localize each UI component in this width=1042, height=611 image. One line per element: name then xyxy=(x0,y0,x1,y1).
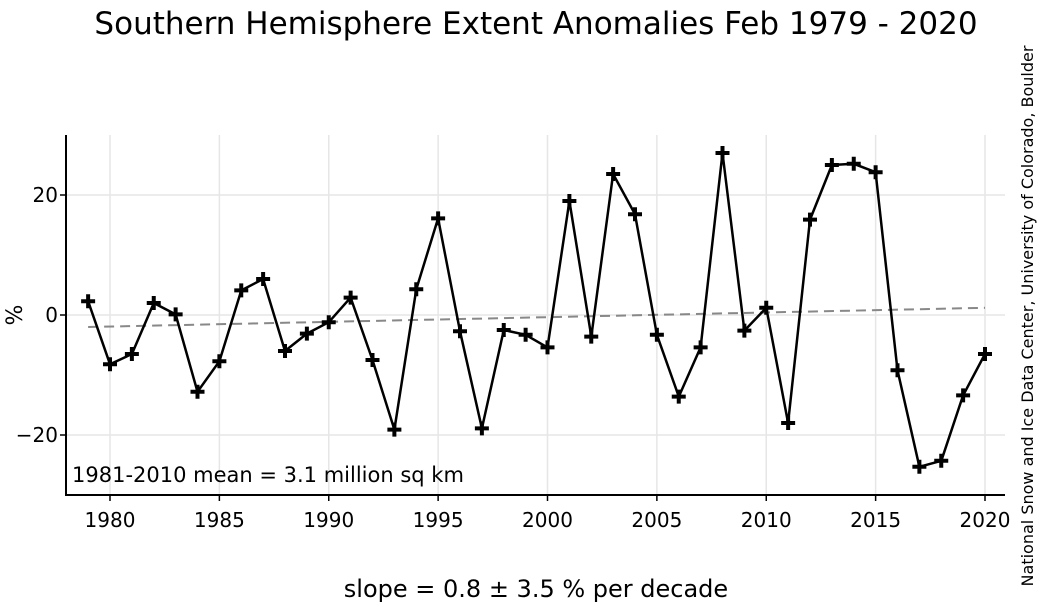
data-point-marker xyxy=(212,354,227,369)
trend-layer xyxy=(88,306,986,328)
trend-line xyxy=(88,306,986,328)
data-point-marker xyxy=(649,327,664,342)
data-point-marker xyxy=(124,347,139,361)
data-point-marker xyxy=(628,207,642,222)
data-point-marker xyxy=(146,296,161,310)
data-point-marker xyxy=(453,324,467,339)
data-point-marker xyxy=(956,388,971,403)
y-tick-label: −20 xyxy=(16,423,58,447)
data-point-marker xyxy=(343,290,358,305)
data-point-marker xyxy=(759,300,774,315)
series-layer xyxy=(81,146,992,474)
data-point-marker xyxy=(474,421,489,436)
gridlines xyxy=(66,135,1005,495)
data-point-marker xyxy=(256,272,271,286)
data-point-marker xyxy=(81,294,96,309)
data-point-marker xyxy=(671,389,686,404)
data-point-marker xyxy=(431,211,446,226)
data-point-marker xyxy=(496,323,511,337)
data-point-marker xyxy=(365,353,380,367)
data-point-marker xyxy=(168,307,183,322)
data-point-marker xyxy=(103,357,117,372)
data-point-marker xyxy=(234,283,249,298)
x-tick-label: 1990 xyxy=(303,508,354,532)
y-tick-label: 20 xyxy=(33,183,58,207)
x-tick-label: 1995 xyxy=(413,508,464,532)
data-point-marker xyxy=(562,194,577,208)
data-point-marker xyxy=(846,156,861,171)
data-point-marker xyxy=(299,326,314,341)
series-line xyxy=(86,151,987,469)
x-tick-label: 2020 xyxy=(960,508,1011,532)
data-point-marker xyxy=(868,165,883,180)
x-axis-label: slope = 0.8 ± 3.5 % per decade xyxy=(344,575,728,603)
x-tick-label: 2010 xyxy=(741,508,792,532)
y-axis-label: % xyxy=(3,305,28,326)
x-tick-label: 1980 xyxy=(85,508,136,532)
x-tick-label: 2015 xyxy=(850,508,901,532)
data-point-marker xyxy=(934,453,949,468)
x-tick-label: 2000 xyxy=(522,508,573,532)
data-point-marker xyxy=(912,459,927,474)
data-point-marker xyxy=(409,282,424,297)
data-point-marker xyxy=(278,344,292,358)
data-point-marker xyxy=(584,329,599,344)
x-tick-label: 2005 xyxy=(631,508,682,532)
axis-ticks: 1980 1985 1990 1995 2000 2005 2010 2015 2020 −20 0… xyxy=(16,183,1011,532)
data-point-marker xyxy=(606,167,621,181)
data-point-marker xyxy=(190,384,205,399)
credit-text: National Snow and Ice Data Center, Unive… xyxy=(1018,45,1037,586)
y-tick-label: 0 xyxy=(45,303,58,327)
data-point-marker xyxy=(387,422,402,437)
data-point-marker xyxy=(803,212,817,227)
data-point-marker xyxy=(693,340,708,355)
data-point-marker xyxy=(518,327,533,342)
chart-title: Southern Hemisphere Extent Anomalies Feb… xyxy=(94,6,977,42)
mean-annotation: 1981-2010 mean = 3.1 million sq km xyxy=(72,463,464,487)
x-tick-label: 1985 xyxy=(194,508,245,532)
data-point-marker xyxy=(540,340,555,355)
data-point-marker xyxy=(824,158,839,172)
data-point-marker xyxy=(737,323,752,338)
data-point-marker xyxy=(321,315,336,330)
data-point-marker xyxy=(978,347,992,361)
data-point-marker xyxy=(715,146,730,160)
data-point-marker xyxy=(781,416,796,430)
data-point-marker xyxy=(890,363,905,378)
